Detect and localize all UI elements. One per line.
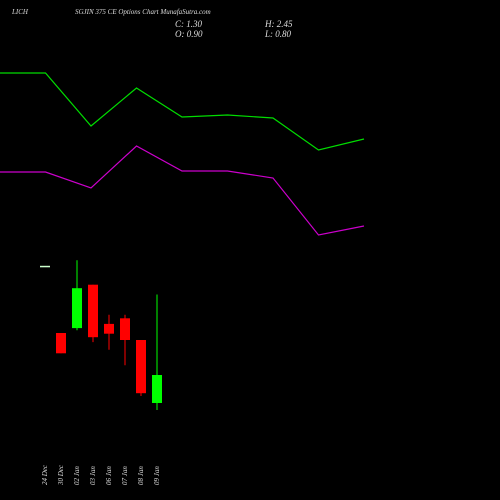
line-series [0,72,365,151]
candle-body [88,284,98,338]
x-tick-label: 08 Jan [137,466,145,485]
x-tick-label: 06 Jan [105,466,113,485]
candle-body [104,323,114,334]
low-label: L: 0.80 [264,29,292,39]
x-tick-label: 02 Jan [73,466,81,485]
candle-body [120,318,130,340]
candle-body [40,265,50,268]
chart-title: LICH [11,8,29,16]
x-tick-label: 30 Dec [57,464,65,486]
chart-subtitle: SGJIN 375 CE Options Chart MunafaSutra.c… [75,8,211,16]
candle-body [72,288,82,329]
candle-body [56,333,66,354]
candle-body [152,375,162,403]
x-tick-label: 07 Jan [121,466,129,485]
line-series [0,145,365,236]
high-label: H: 2.45 [264,19,293,29]
open-label: O: 0.90 [175,29,203,39]
x-tick-label: 09 Jan [153,466,161,485]
x-tick-label: 03 Jan [89,466,97,485]
close-label: C: 1.30 [175,19,203,29]
candle-body [136,340,146,394]
x-tick-label: 24 Dec [41,464,49,485]
